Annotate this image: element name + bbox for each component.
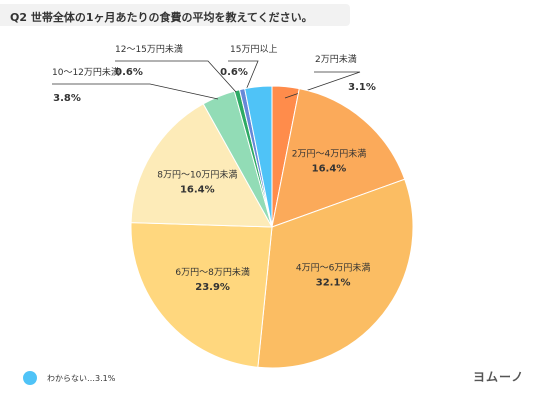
slice-value-2: 16.4%: [312, 164, 347, 175]
pie-slice-5: [130, 103, 273, 228]
slice-value-3: 32.1%: [316, 278, 351, 289]
slice-label-1: 2万円未満: [315, 53, 357, 65]
title-bar: Q2 世帯全体の1ヶ月あたりの食費の平均を教えてください。: [0, 4, 350, 26]
slice-value-8: 0.6%: [220, 67, 248, 78]
legend-label-unknown: わからない…3.1%: [47, 374, 116, 383]
pie-slice-4: [130, 222, 273, 368]
slice-label-8: 15万円以上: [230, 44, 277, 55]
legend-marker-unknown: [23, 371, 37, 385]
slice-label-7: 12〜15万円未満: [115, 43, 183, 55]
pie-slice-3: [257, 178, 414, 369]
slice-value-1: 3.1%: [348, 82, 376, 93]
slice-value-5: 16.4%: [180, 185, 215, 196]
brand-logo: ヨムーノ: [473, 370, 525, 384]
leader-line-1: [284, 71, 361, 99]
pie-slice-2: [271, 88, 406, 228]
leader-line-8: [228, 60, 259, 91]
leader-line-6: [52, 83, 219, 100]
slice-label-3: 4万円〜6万円未満: [296, 262, 370, 274]
slice-label-6: 10〜12万円未満: [52, 66, 120, 78]
slice-value-4: 23.9%: [195, 282, 230, 293]
chart-title: Q2 世帯全体の1ヶ月あたりの食費の平均を教えてください。: [10, 11, 313, 24]
pie-slice-9: [244, 85, 273, 228]
slice-label-2: 2万円〜4万円未満: [292, 148, 366, 160]
slice-value-7: 0.6%: [115, 67, 143, 78]
leader-line-7: [115, 60, 237, 93]
slice-label-5: 8万円〜10万円未満: [157, 169, 237, 181]
slice-label-4: 6万円〜8万円未満: [175, 266, 249, 278]
slice-value-6: 3.8%: [53, 93, 81, 104]
